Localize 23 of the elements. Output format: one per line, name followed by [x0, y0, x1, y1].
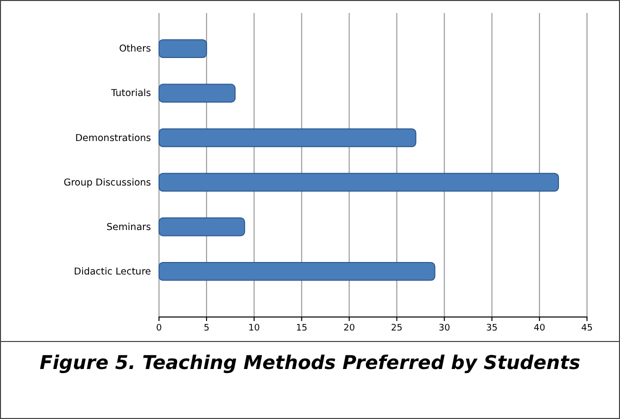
y-tick-label: Didactic Lecture [74, 266, 152, 278]
x-tick-label: 0 [156, 323, 162, 334]
x-tick-label: 25 [391, 323, 403, 334]
bar [158, 128, 416, 148]
text: Figure 5. Teaching Methods Preferred by Students [38, 351, 582, 375]
y-tick-label: Demonstrations [75, 132, 152, 144]
x-tick-label: 45 [581, 323, 593, 334]
y-tick-label: Tutorials [110, 88, 152, 100]
bar [158, 39, 208, 58]
x-tick-label: 20 [343, 323, 356, 334]
x-tick-label: 30 [438, 323, 450, 334]
x-tick-label: 15 [296, 323, 308, 334]
x-tick-label: 10 [248, 323, 260, 334]
bar [158, 172, 559, 192]
bar [158, 262, 436, 281]
bar [158, 217, 246, 236]
x-tick-label: 5 [204, 323, 210, 334]
y-tick-label: Others [119, 44, 152, 55]
bar [158, 84, 236, 103]
y-tick-label: Seminars [106, 222, 152, 233]
x-tick-label: 40 [534, 323, 546, 334]
x-tick-label: 35 [486, 323, 498, 334]
y-tick-label: Group Discussions [64, 177, 152, 188]
